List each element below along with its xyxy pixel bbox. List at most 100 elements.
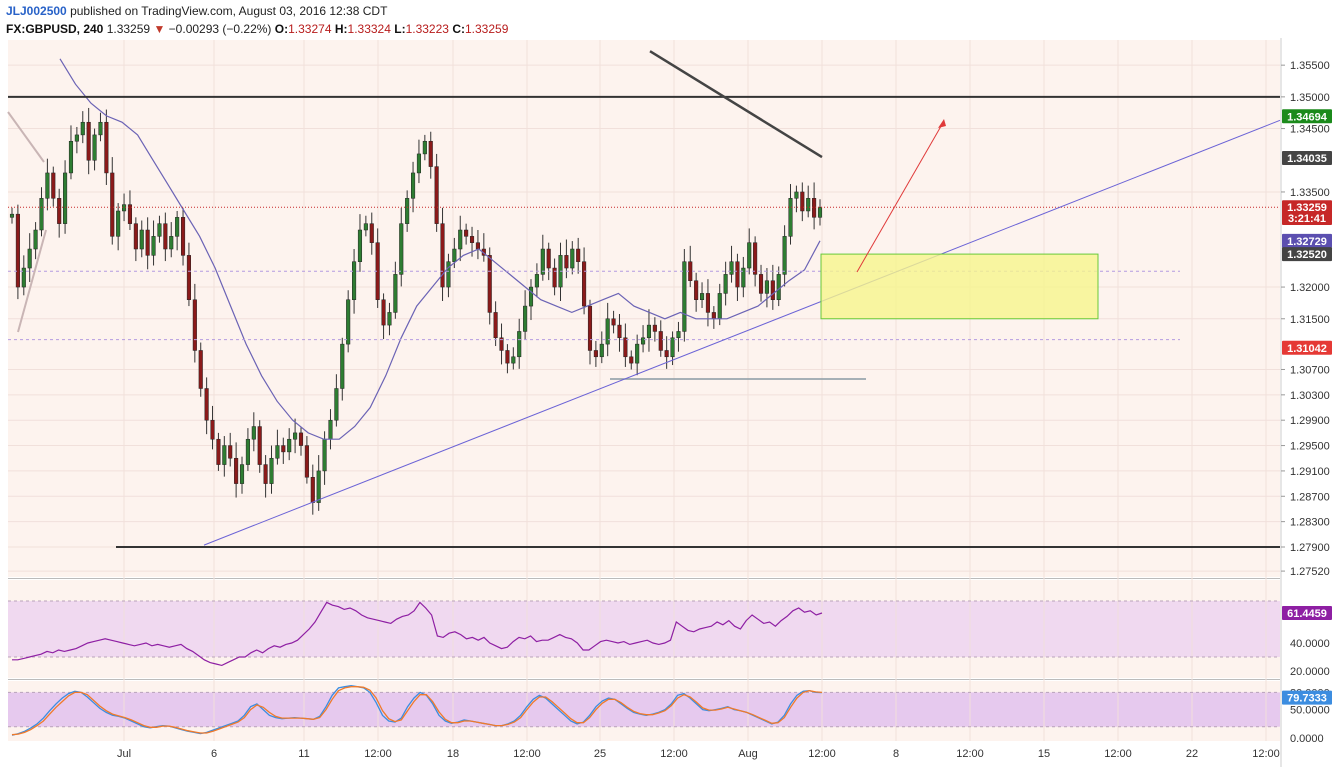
old-trend-line [17,229,47,333]
stoch-value-box [1282,690,1332,705]
candle-body [15,213,20,288]
candle-body [86,121,91,161]
candle-body [670,337,675,358]
candle-body [611,318,616,326]
stoch-d-line [11,686,823,736]
candle-body [422,140,427,155]
candle-body [605,318,610,345]
candle-body [546,248,551,269]
y-tick-label: 1.29100 [1290,466,1330,478]
x-tick-label: Aug [738,748,758,760]
candle-body [782,236,787,275]
author-link[interactable]: JLJ002500 [6,4,67,18]
candle-body [817,206,823,218]
candle-body [593,350,598,358]
x-tick-label: 12:00 [364,748,392,760]
y-tick-label: 1.32000 [1290,282,1330,294]
candle-body [110,172,115,237]
candle-body [499,337,504,351]
last-price: 1.33259 [106,22,151,36]
candle-body [452,248,457,262]
candle-body [776,274,781,300]
candle-body [564,255,569,269]
y-tick-label: 1.35000 [1290,92,1330,104]
candle-body [405,198,410,224]
candle-body [216,438,221,465]
candle-body [505,350,510,364]
x-tick-label: 11 [298,748,309,760]
x-tick-label: 12:00 [513,748,541,760]
candle-body [705,293,710,313]
candle-body [357,229,363,262]
y-tick-label: 1.27900 [1290,542,1330,554]
candle-body [346,299,351,345]
candle-body [723,274,728,294]
price-label-text: 1.34035 [1287,153,1327,165]
y-tick-label: 1.30700 [1290,364,1330,376]
candle-body [9,213,15,218]
candle-body [222,445,227,465]
candle-body [116,210,121,237]
price-label-text: 1.34694 [1287,111,1328,123]
candle-body [511,356,516,364]
candle-body [658,331,663,351]
projection-arrow [856,120,945,273]
candle-body [788,198,793,237]
candle-body [617,324,622,339]
candle-body [139,229,144,250]
candle-body [806,198,811,212]
candle-body [428,140,433,167]
candle-body [133,223,138,250]
candle-body [21,267,26,288]
open-value: 1.33274 [288,22,332,36]
candle-body [416,153,421,174]
candle-body [794,191,799,199]
symbol-label[interactable]: FX:GBPUSD, 240 [6,22,104,36]
candle-body [304,445,309,478]
candle-body [753,242,758,275]
candle-body [682,261,687,332]
candle-body [27,248,32,269]
candle-body [812,198,817,218]
candle-body [198,350,203,389]
candle-body [127,204,133,224]
old-trend-line [7,111,45,163]
candle-body [587,305,593,351]
candle-body [540,248,545,275]
candle-body [440,223,445,288]
candle-body [534,274,539,288]
price-label-text: 1.32520 [1287,249,1327,261]
candle-body [192,299,197,351]
down-arrow-icon: ▼ [153,22,166,36]
target-zone-box [820,253,1099,320]
price-change: −0.00293 (−0.22%) [168,22,272,36]
x-tick-label: 8 [893,748,899,760]
moving-average-line [59,58,821,440]
price-label-box [1282,247,1332,262]
candle-body [523,305,528,332]
y-tick-label: 1.27520 [1290,566,1330,578]
candle-body [770,280,775,300]
y-tick-label: 1.34500 [1290,124,1330,136]
candle-body [764,280,769,294]
candle-body [80,121,85,136]
candle-body [552,267,557,288]
candle-body [239,464,245,484]
candle-body [646,324,652,339]
candle-body [92,134,97,161]
candle-body [263,464,268,484]
candle-body [269,457,274,484]
symbol-line: FX:GBPUSD, 240 1.33259 ▼ −0.00293 (−0.22… [6,22,508,36]
candle-body [635,343,640,364]
candle-body [316,470,321,503]
rsi-tick-label: 20.0000 [1290,666,1330,678]
candle-body [735,261,740,288]
price-label-text: 3:21:41 [1288,213,1326,225]
x-tick-label: 12:00 [956,748,984,760]
candle-body [694,280,699,300]
candle-body [623,337,628,358]
y-tick-label: 1.28300 [1290,517,1330,529]
candle-body [74,134,79,142]
candle-body [741,267,746,288]
